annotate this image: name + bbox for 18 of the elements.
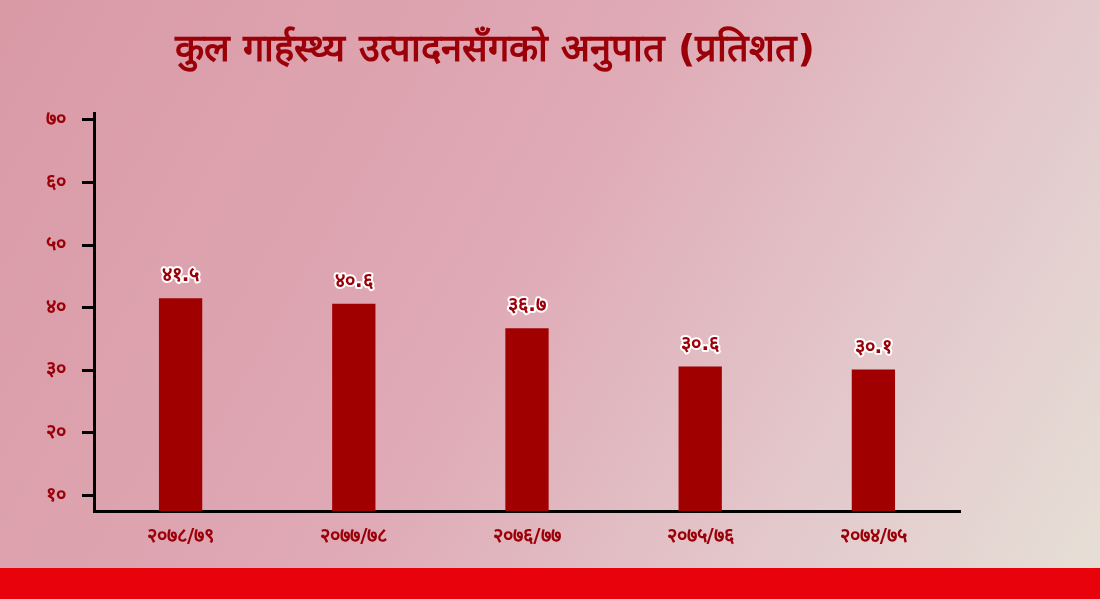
data-label: ४०.६ <box>335 268 374 293</box>
y-tick-label: ३० <box>46 356 66 381</box>
y-tick-label: ४० <box>46 293 66 318</box>
y-tick-label: ६० <box>46 168 66 193</box>
x-tick-label: २०७७/७८ <box>320 523 388 548</box>
data-label: ३६.७ <box>508 292 546 317</box>
y-tick-label: ५० <box>46 231 66 256</box>
chart-title: कुल गार्हस्थ्य उत्पादनसँगको अनुपात (प्रतिशत) <box>174 25 815 72</box>
y-tick-label: २० <box>46 418 66 443</box>
x-tick-label: २०७६/७७ <box>493 523 561 548</box>
y-tick-label: ७० <box>46 106 66 131</box>
x-tick-label: २०७४/७५ <box>839 523 908 548</box>
x-tick-label: २०७८/७९ <box>146 523 215 548</box>
data-label: ३०.१ <box>854 333 893 358</box>
y-tick-label: १० <box>46 481 66 506</box>
data-label: ३०.६ <box>681 330 720 355</box>
x-tick-label: २०७५/७६ <box>666 523 735 548</box>
data-label: ४१.५ <box>161 262 200 287</box>
